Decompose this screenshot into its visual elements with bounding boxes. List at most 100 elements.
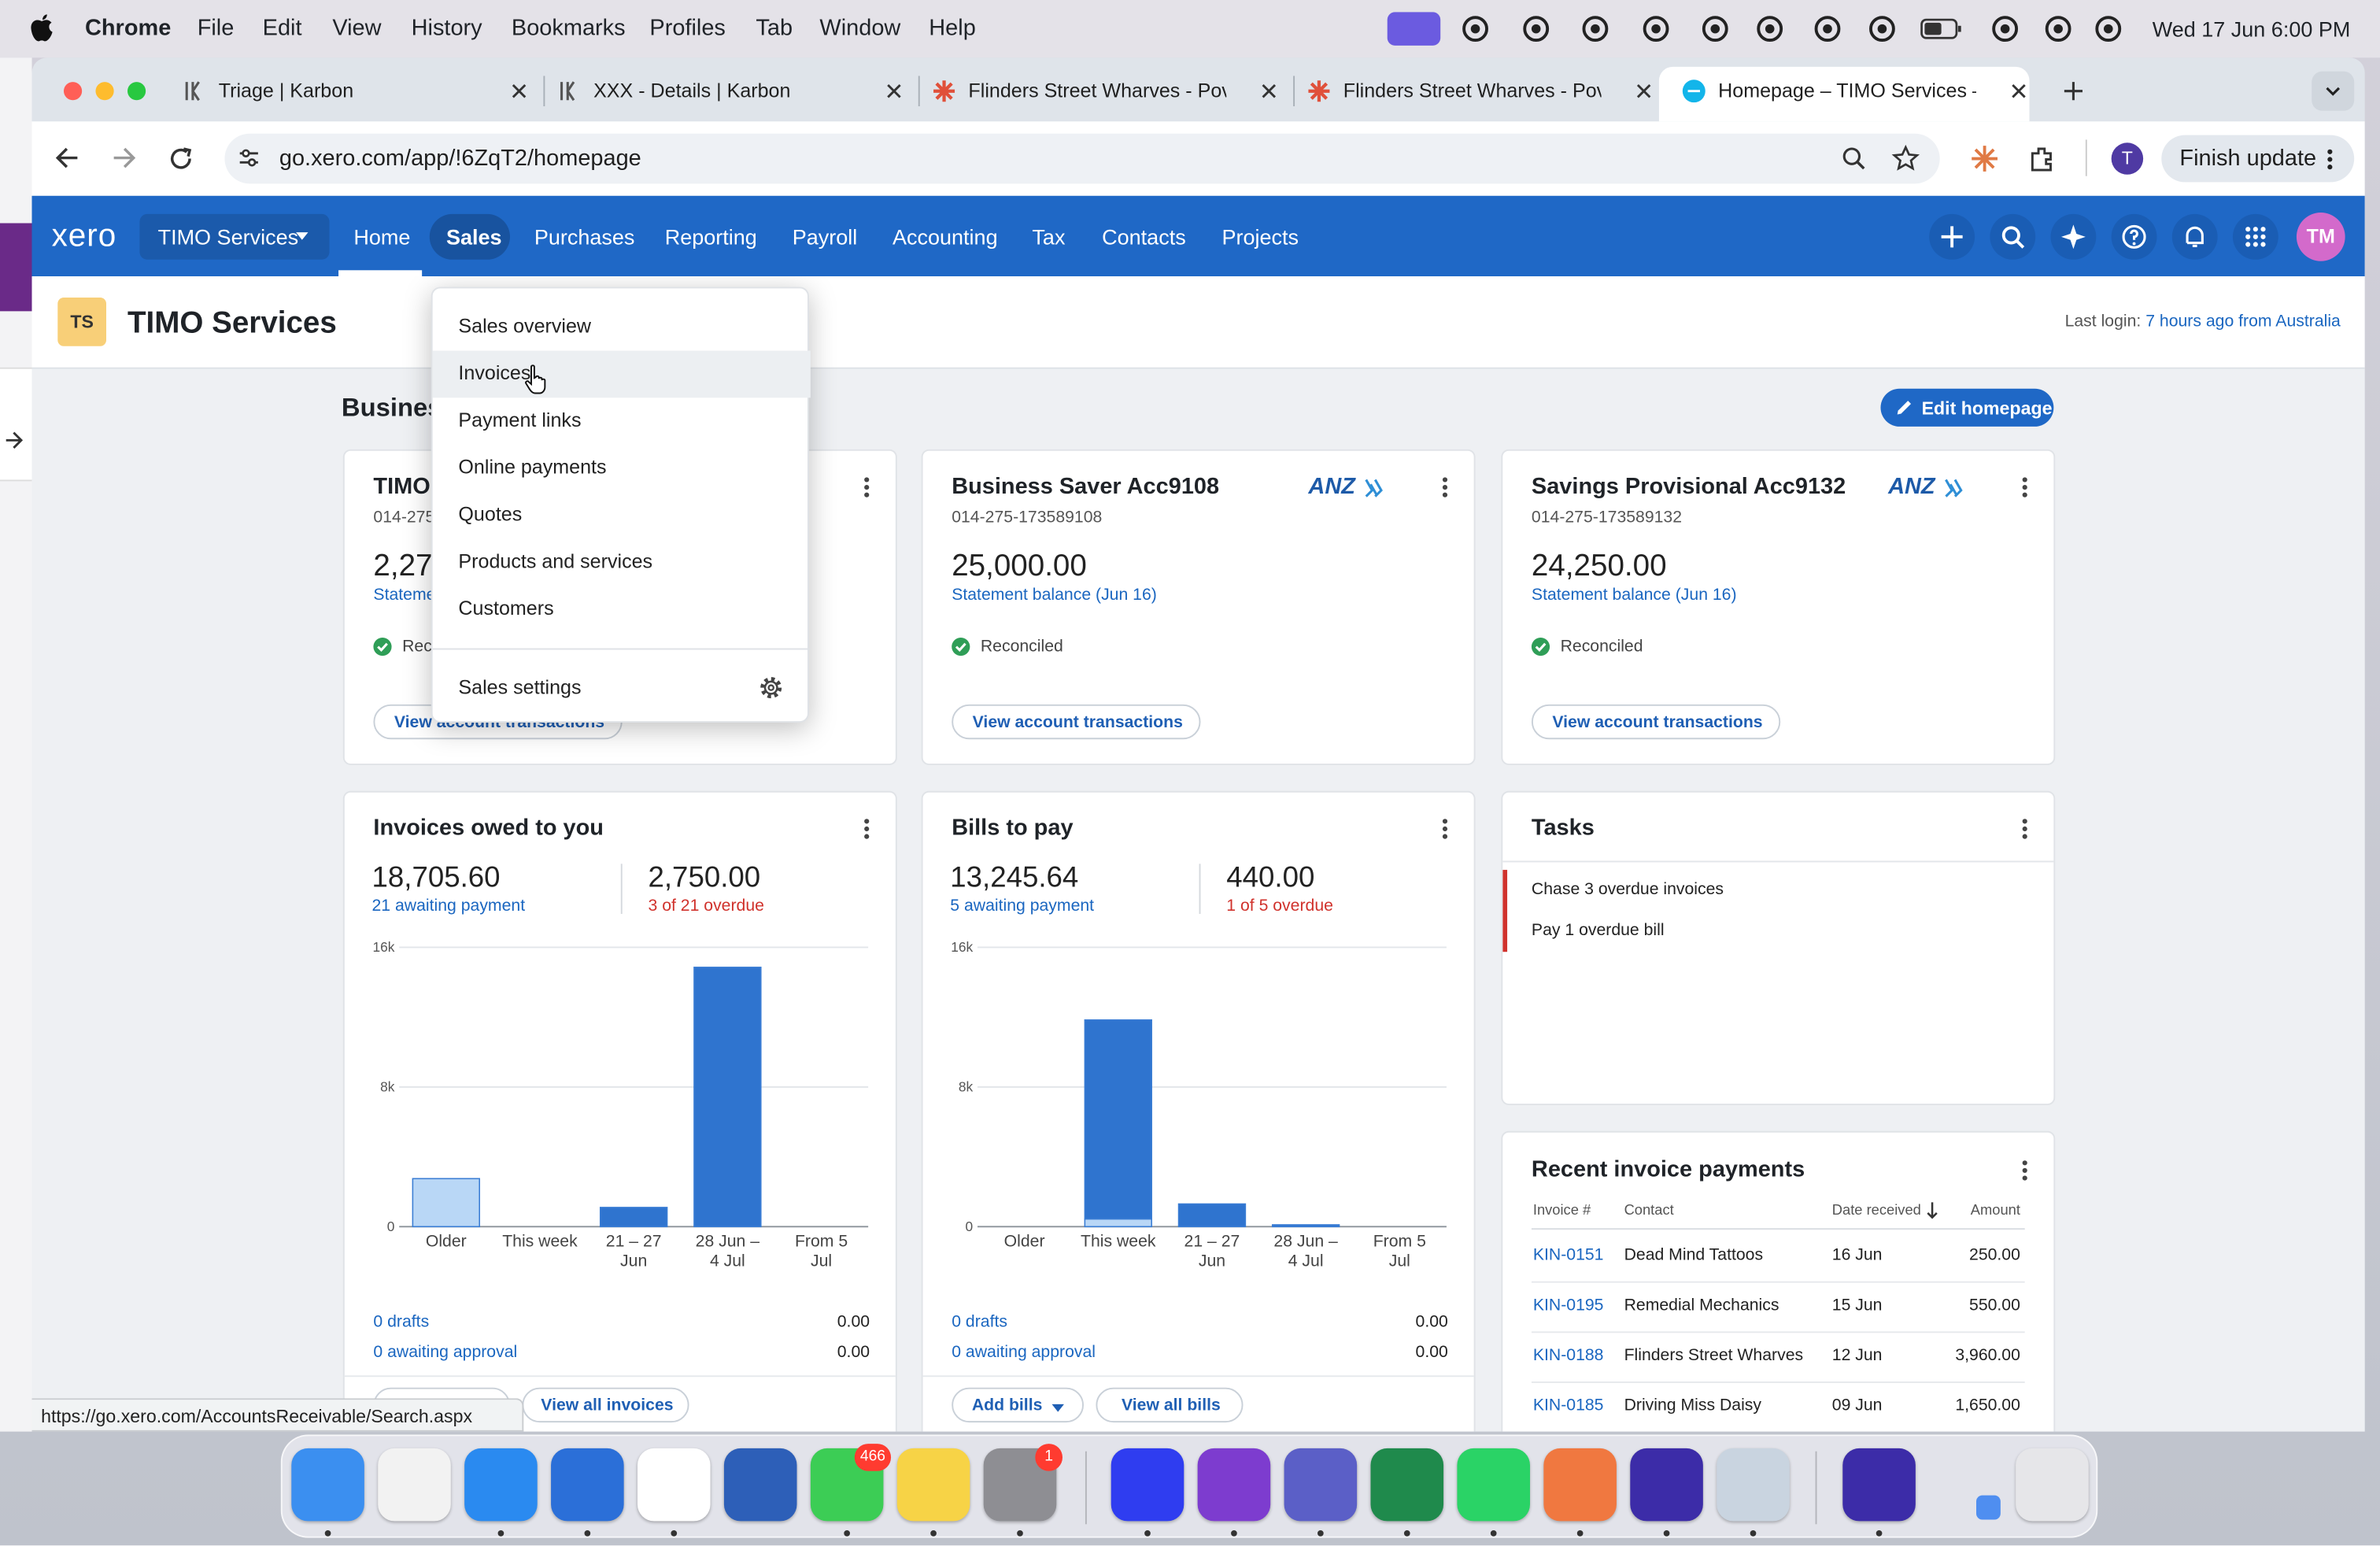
dock-app[interactable] (723, 1448, 797, 1522)
amount-divider (620, 864, 623, 914)
approval-link[interactable]: 0 awaiting approval (952, 1344, 1096, 1363)
menu-item[interactable]: Payment links (458, 409, 582, 432)
y-tick-label: 8k (959, 1079, 974, 1095)
dock-app[interactable] (1717, 1448, 1790, 1522)
nav-icon-part (2252, 227, 2258, 232)
menu-item[interactable]: Sales settings (458, 675, 582, 699)
site-settings (239, 149, 258, 167)
button[interactable]: Add bills (952, 1387, 1084, 1423)
reconciled-check (1531, 637, 1550, 656)
nav-item[interactable]: Projects (1221, 224, 1299, 249)
nav-icon-part (2252, 242, 2258, 247)
dock-app[interactable] (464, 1448, 538, 1522)
button[interactable]: View all invoices (522, 1387, 689, 1423)
forward-button[interactable] (113, 147, 136, 168)
nav-item[interactable]: Tax (1032, 224, 1066, 249)
back-button[interactable] (55, 147, 79, 168)
menu-item[interactable]: Bookmarks (511, 15, 626, 42)
dock-app[interactable] (551, 1448, 624, 1522)
nav-icon-button[interactable] (1990, 213, 2036, 260)
nav-item[interactable]: Sales (445, 224, 502, 249)
nav-icon-button[interactable] (1929, 213, 1975, 260)
address-bar[interactable]: go.xero.com/app/!6ZqT2/homepage (224, 133, 1940, 184)
dock-app[interactable] (1370, 1448, 1444, 1522)
dock-app[interactable] (1284, 1448, 1358, 1522)
window-control (63, 82, 83, 101)
dock-app[interactable] (2016, 1448, 2089, 1522)
button[interactable]: View all bills (1096, 1387, 1244, 1423)
nav-item[interactable]: Accounting (892, 224, 998, 249)
menu-item[interactable]: History (411, 15, 482, 42)
reload-button[interactable] (170, 147, 193, 170)
last-login-link[interactable]: 7 hours ago from Australia (2145, 313, 2341, 331)
menu-item[interactable]: View (332, 15, 382, 42)
bookmark-star[interactable] (1891, 144, 1920, 171)
dock-app[interactable] (1543, 1448, 1617, 1522)
nav-item[interactable]: Contacts (1102, 224, 1186, 249)
menu-item[interactable]: Customers (458, 597, 554, 620)
dock-app[interactable] (1842, 1448, 1916, 1522)
nav-icon-button[interactable] (2171, 213, 2218, 260)
active-tab[interactable]: Homepage – TIMO Services – (1658, 66, 2030, 122)
statement-link[interactable]: Statement balance (Jun 16) (952, 586, 1157, 605)
dock-app[interactable] (637, 1448, 711, 1522)
update-button[interactable]: Finish update (2161, 135, 2355, 183)
dock-app[interactable] (291, 1448, 364, 1522)
button[interactable]: View account transactions (1531, 704, 1781, 740)
menu-item[interactable]: Edit (262, 15, 302, 42)
dock-app[interactable] (1111, 1448, 1184, 1522)
statement-link[interactable]: Statement balance (Jun 16) (1531, 586, 1737, 605)
menu-item[interactable]: Invoices (458, 361, 531, 385)
tab[interactable]: XXX - Details | Karbon (534, 67, 905, 121)
new-tab[interactable] (2064, 82, 2082, 101)
menu-item[interactable]: Online payments (458, 455, 607, 479)
awaiting-link[interactable]: 5 awaiting payment (950, 897, 1095, 916)
awaiting-link[interactable]: 21 awaiting payment (371, 897, 526, 916)
battery-icon-part (1920, 18, 1958, 39)
drafts-link[interactable]: 0 drafts (373, 1313, 430, 1333)
dock-app[interactable] (378, 1448, 451, 1522)
nav-icon-button[interactable] (2232, 213, 2278, 260)
menu-item[interactable]: Sales overview (458, 314, 592, 338)
menu-item[interactable]: Products and services (458, 549, 653, 573)
button[interactable]: View account transactions (952, 704, 1201, 740)
nav-item[interactable]: Purchases (534, 224, 635, 249)
menu-item[interactable]: Quotes (458, 502, 523, 526)
menu-item[interactable]: Profiles (649, 15, 726, 42)
tab[interactable]: Flinders Street Wharves - Pov (909, 67, 1280, 121)
statement-link[interactable]: Stateme (373, 586, 436, 605)
approval-link[interactable]: 0 awaiting approval (373, 1344, 518, 1363)
bills-card: Bills to pay 13,245.64 5 awaiting payment 4… (921, 790, 1476, 1432)
task-item[interactable]: Chase 3 overdue invoices (1531, 881, 1724, 900)
edit-homepage-button[interactable]: Edit homepage (1880, 388, 2054, 427)
profile-avatar[interactable]: T (2111, 142, 2144, 175)
overdue-link[interactable]: 1 of 5 overdue (1226, 897, 1333, 916)
nav-item[interactable]: Reporting (664, 224, 757, 249)
menu-item[interactable]: Tab (756, 15, 793, 42)
menu-item[interactable]: Help (929, 15, 976, 42)
overdue-link[interactable]: 3 of 21 overdue (648, 897, 764, 916)
user-avatar[interactable]: TM (2296, 212, 2345, 261)
tasks-card: Tasks Chase 3 overdue invoices Pay 1 overd… (1501, 790, 2056, 1105)
nav-item[interactable]: Home (353, 224, 411, 249)
menu-item[interactable]: Window (819, 15, 901, 42)
nav-item[interactable]: Payroll (792, 224, 858, 249)
running-dot (324, 1529, 331, 1537)
dock-app[interactable] (1457, 1448, 1530, 1522)
drafts-link[interactable]: 0 drafts (952, 1313, 1007, 1333)
nav-icon-part (2016, 240, 2025, 249)
dock-app[interactable] (1630, 1448, 1703, 1522)
invoice-number[interactable]: KIN-0151 (1532, 1247, 1604, 1266)
invoice-number[interactable]: KIN-0195 (1532, 1296, 1604, 1315)
task-item[interactable]: Pay 1 overdue bill (1531, 922, 1665, 941)
invoice-number[interactable]: KIN-0185 (1532, 1397, 1604, 1416)
menu-item[interactable]: File (197, 15, 235, 42)
nav-icon-button[interactable] (2050, 213, 2097, 260)
dock-app[interactable] (1197, 1448, 1271, 1522)
dock-app[interactable] (896, 1448, 970, 1522)
nav-icon-button[interactable] (2111, 213, 2157, 260)
org-switcher[interactable]: TIMO Services (139, 213, 330, 260)
tab[interactable]: Flinders Street Wharves - Pov (1284, 67, 1655, 121)
tab[interactable]: Triage | Karbon (159, 67, 530, 121)
invoice-number[interactable]: KIN-0188 (1532, 1347, 1604, 1366)
